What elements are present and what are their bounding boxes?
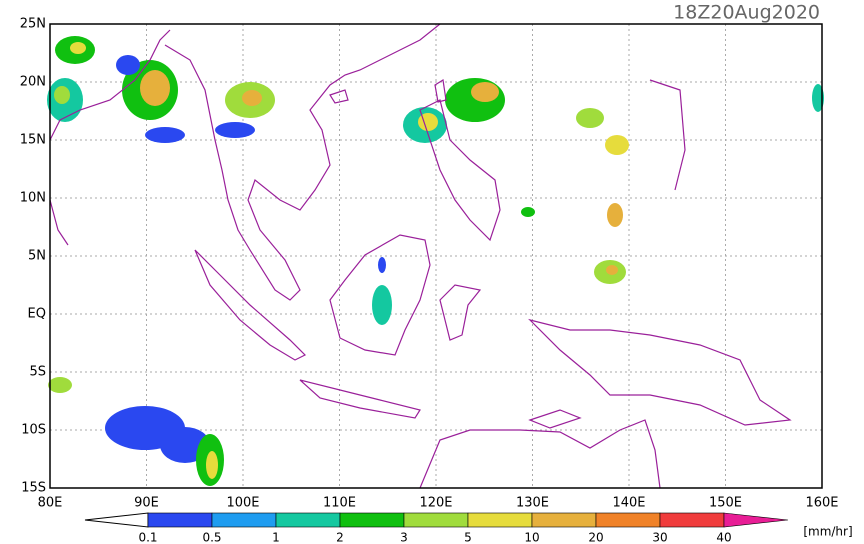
lat-label: 10S: [21, 423, 46, 438]
lon-label: 90E: [134, 496, 159, 511]
colorbar-segment: [531, 512, 597, 528]
colorbar-label: 2: [336, 531, 344, 544]
colorbar-label: 20: [588, 531, 603, 544]
lon-label: 120E: [419, 496, 452, 511]
lat-label: 5S: [29, 365, 46, 380]
colorbar-segment: [467, 512, 533, 528]
colorbar-label: 0.1: [138, 531, 157, 544]
lon-label: 80E: [38, 496, 63, 511]
colorbar-segment: [595, 512, 661, 528]
lat-label: 15S: [21, 481, 46, 496]
colorbar-label: 0.5: [202, 531, 221, 544]
lon-label: 150E: [709, 496, 742, 511]
colorbar-segment: [211, 512, 277, 528]
colorbar-label: 1: [272, 531, 280, 544]
lon-label: 110E: [323, 496, 356, 511]
colorbar-segment: [659, 512, 725, 528]
precipitation: [47, 36, 824, 486]
colorbar-label: 30: [652, 531, 667, 544]
lat-label: 20N: [20, 75, 46, 90]
colorbar-segment: [147, 512, 213, 528]
colorbar-segment: [339, 512, 405, 528]
lon-label: 160E: [805, 496, 838, 511]
lat-label: 5N: [28, 249, 46, 264]
lat-label: EQ: [28, 307, 46, 322]
lon-label: 130E: [516, 496, 549, 511]
coastlines: [49, 23, 792, 489]
colorbar-label: 5: [464, 531, 472, 544]
colorbar-label: 10: [524, 531, 539, 544]
lat-label: 15N: [20, 133, 46, 148]
lat-label: 25N: [20, 17, 46, 32]
colorbar-segment: [275, 512, 341, 528]
colorbar-label: 3: [400, 531, 408, 544]
lon-label: 100E: [226, 496, 259, 511]
map-title: 18Z20Aug2020: [673, 2, 820, 24]
grid: [50, 24, 822, 488]
map-frame: [49, 23, 823, 489]
colorbar-unit: [mm/hr]: [803, 525, 852, 539]
lat-label: 10N: [20, 191, 46, 206]
colorbar-label: 40: [716, 531, 731, 544]
lon-label: 140E: [612, 496, 645, 511]
colorbar-segment: [403, 512, 469, 528]
colorbar-low-arrow: [84, 512, 149, 528]
colorbar-high-arrow: [723, 512, 789, 528]
